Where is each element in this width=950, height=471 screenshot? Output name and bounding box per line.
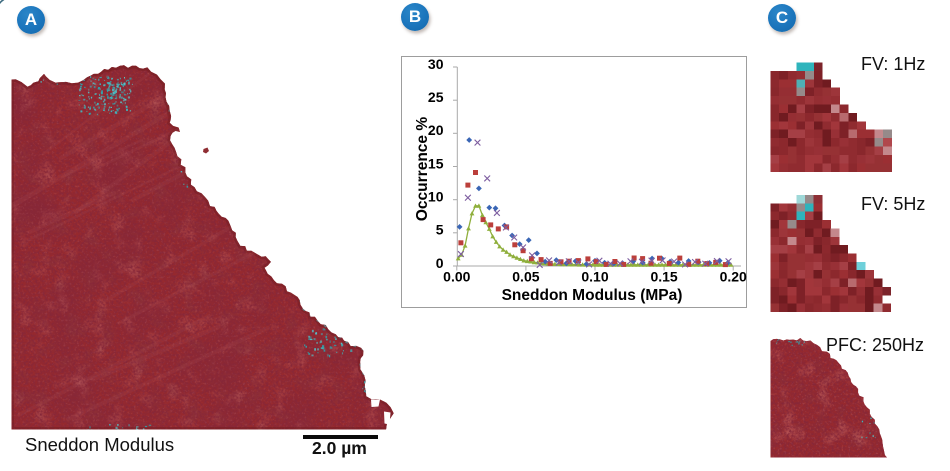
svg-text:0.15: 0.15	[650, 269, 677, 285]
svg-text:5: 5	[436, 222, 444, 238]
svg-text:30: 30	[428, 56, 444, 72]
svg-text:20: 20	[428, 122, 444, 138]
svg-text:0: 0	[436, 255, 444, 271]
svg-text:0.05: 0.05	[512, 269, 539, 285]
svg-text:0.00: 0.00	[443, 269, 470, 285]
svg-text:15: 15	[428, 155, 444, 171]
svg-text:Occurrence %: Occurrence %	[414, 117, 431, 221]
svg-text:25: 25	[428, 89, 444, 105]
svg-text:Sneddon Modulus (MPa): Sneddon Modulus (MPa)	[502, 287, 683, 304]
svg-text:0.20: 0.20	[720, 269, 747, 285]
svg-text:0.10: 0.10	[581, 269, 608, 285]
svg-text:10: 10	[428, 189, 444, 205]
